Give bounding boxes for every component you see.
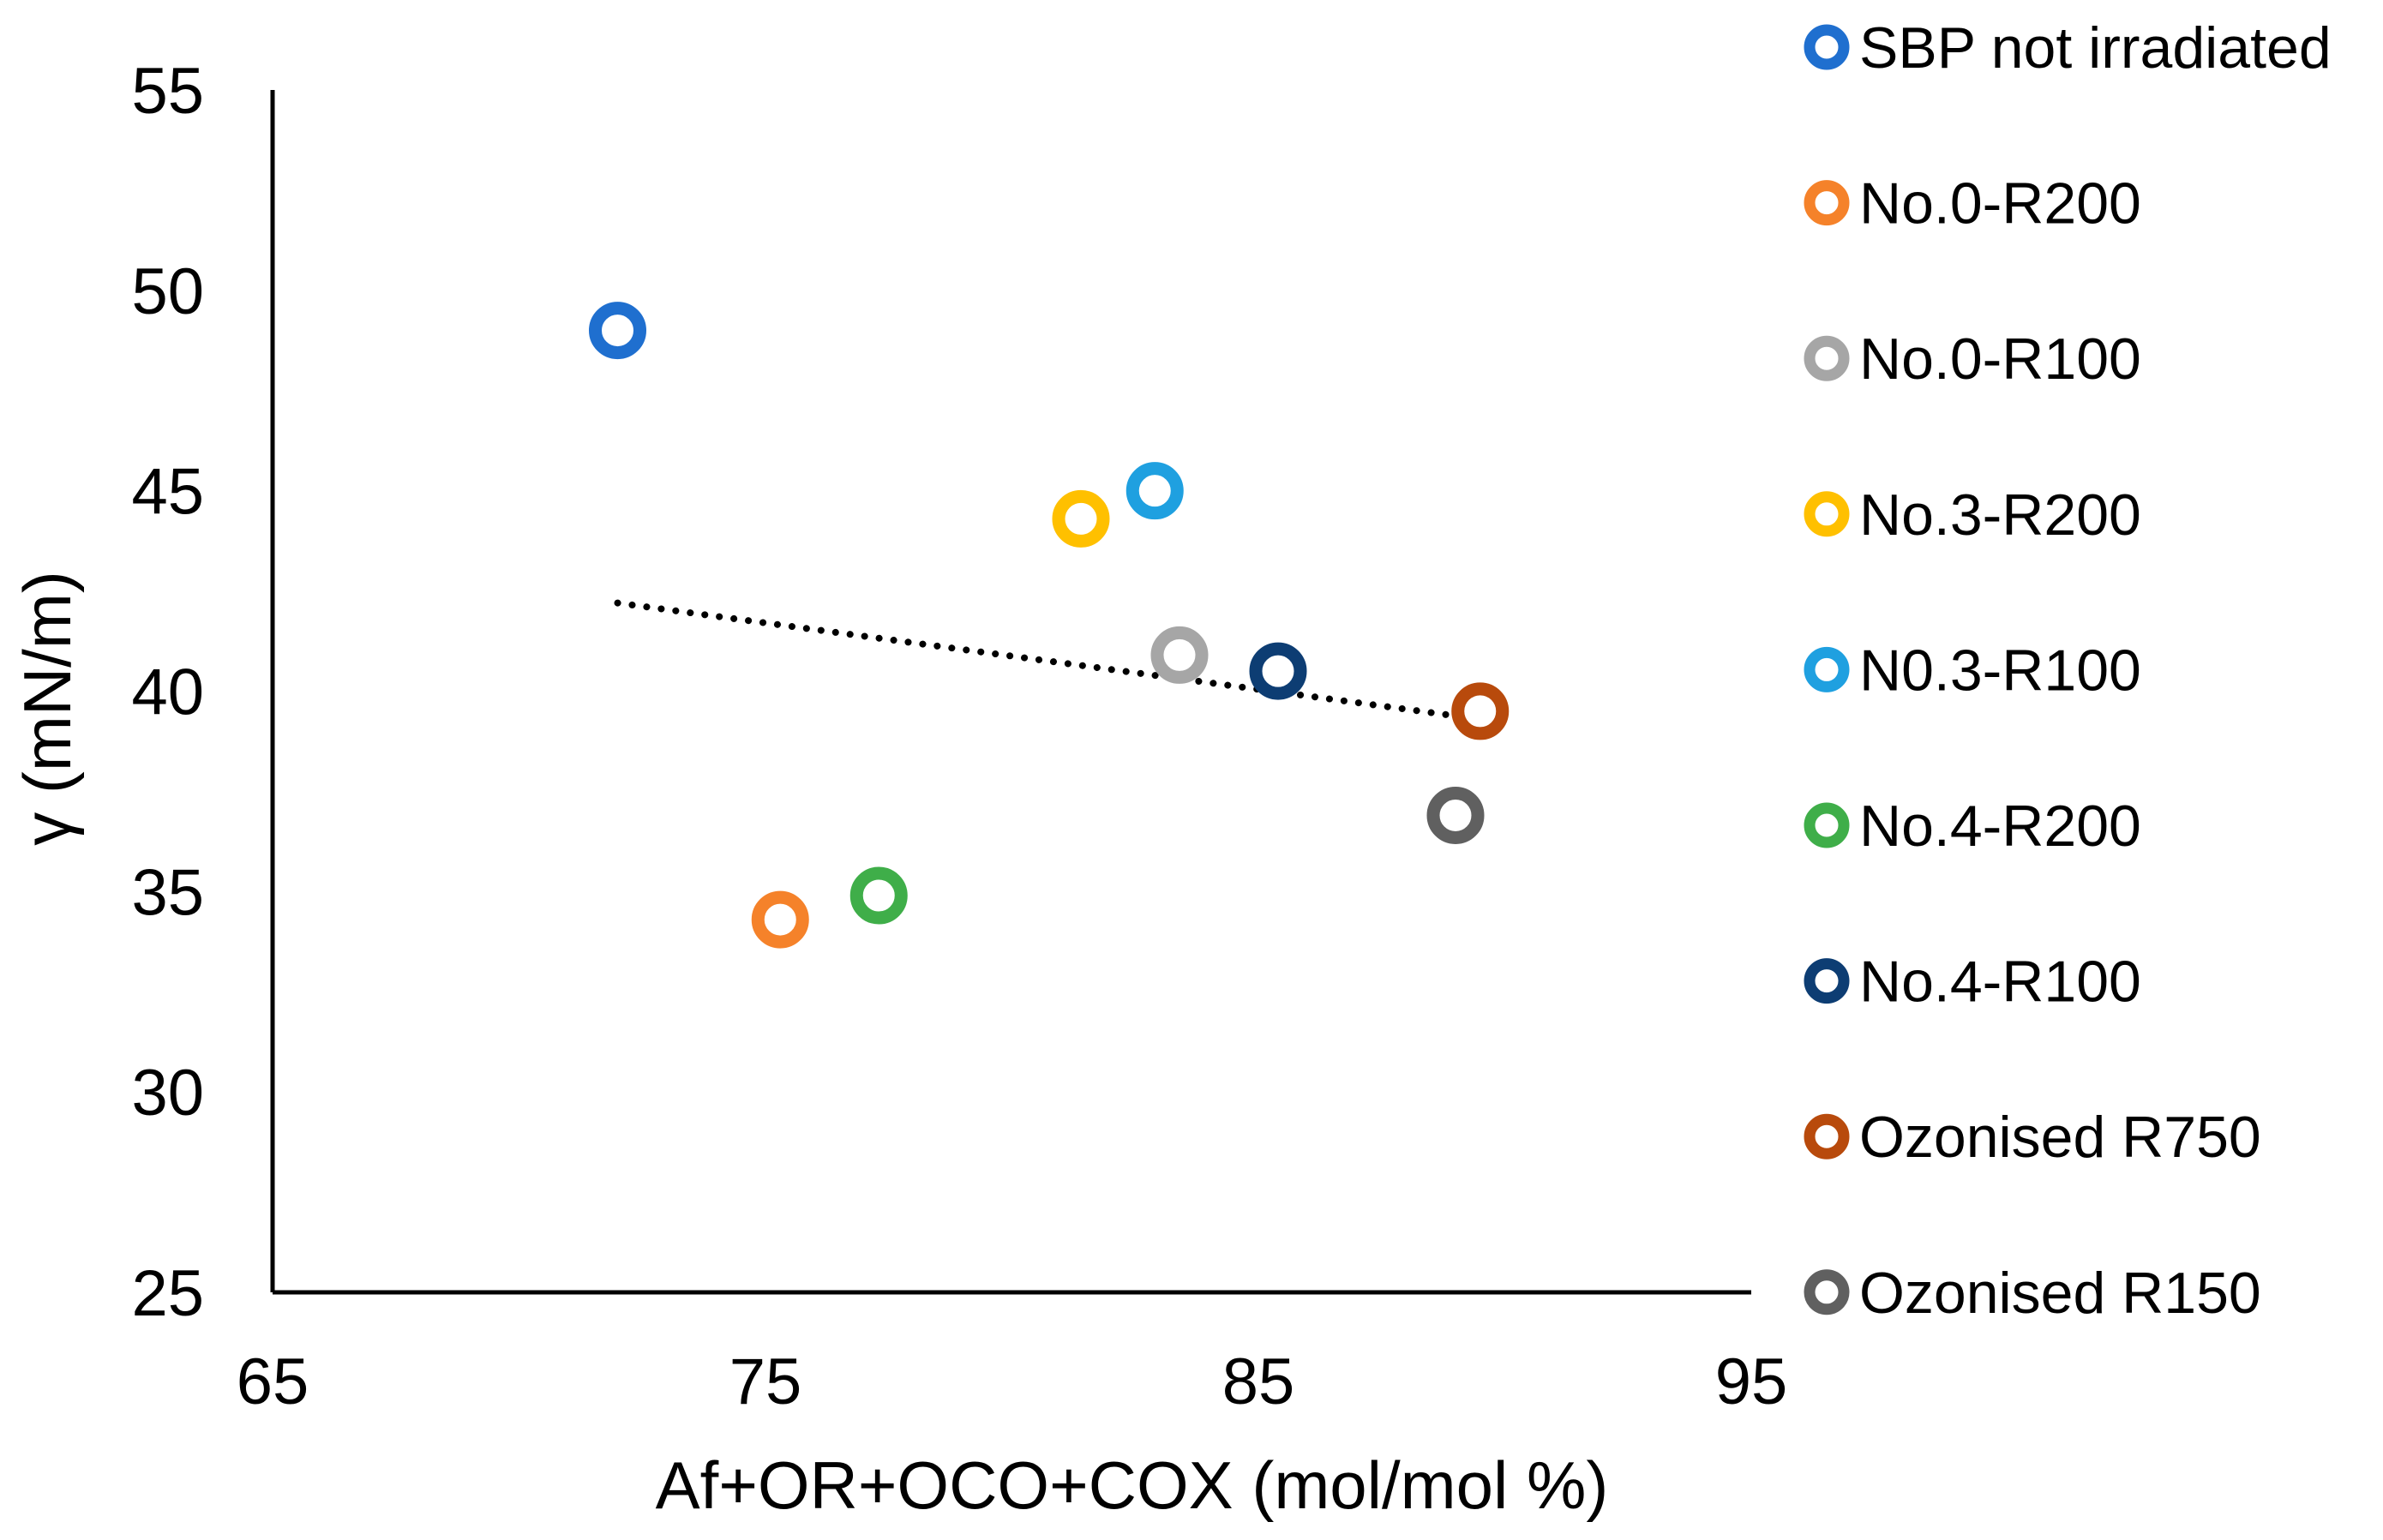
data-point xyxy=(1150,626,1209,684)
legend-label: No.4-R100 xyxy=(1859,950,2141,1015)
data-point xyxy=(849,866,908,925)
legend: SBP not irradiated No.0-R200 No.0-R100 No.3… xyxy=(1804,15,2332,1326)
legend-label: N0.3-R100 xyxy=(1859,638,2141,703)
trendline-layer xyxy=(614,599,1484,723)
x-tick-label: 85 xyxy=(1222,1345,1295,1418)
legend-label: No.0-R100 xyxy=(1859,327,2141,392)
legend-label: No.3-R200 xyxy=(1859,482,2141,548)
data-point xyxy=(589,302,646,360)
axes-layer xyxy=(270,90,1751,1295)
legend-label: Ozonised R150 xyxy=(1859,1261,2261,1326)
y-tick-label: 55 xyxy=(131,55,204,128)
legend-marker xyxy=(1804,802,1850,848)
y-tick-label: 30 xyxy=(131,1057,204,1130)
data-point xyxy=(751,890,809,949)
y-tick-label: 40 xyxy=(131,656,204,729)
y-tick-label: 35 xyxy=(131,856,204,929)
legend-marker xyxy=(1804,491,1850,537)
tick-labels-layer: 25 30 35 40 45 50 55 65 75 85 95 xyxy=(131,55,1787,1418)
y-tick-label: 25 xyxy=(131,1257,204,1330)
data-points-layer xyxy=(589,302,1510,949)
legend-label: SBP not irradiated xyxy=(1859,15,2332,81)
legend-marker xyxy=(1804,180,1850,226)
legend-label: Ozonised R750 xyxy=(1859,1105,2261,1170)
legend-marker xyxy=(1804,335,1850,381)
data-point xyxy=(1451,682,1510,740)
legend-marker xyxy=(1804,646,1850,692)
legend-marker xyxy=(1804,24,1850,70)
y-tick-label: 45 xyxy=(131,456,204,529)
trendline xyxy=(614,599,1484,723)
y-axis-title: γ (mN/m) xyxy=(9,571,85,846)
y-tick-label: 50 xyxy=(131,255,204,328)
data-point xyxy=(1249,642,1307,700)
x-axis-title: Af+OR+OCO+COX (mol/mol %) xyxy=(656,1447,1609,1523)
legend-label: No.0-R200 xyxy=(1859,171,2141,237)
x-tick-label: 95 xyxy=(1715,1345,1788,1418)
legend-marker xyxy=(1804,958,1850,1004)
legend-label: No.4-R200 xyxy=(1859,794,2141,859)
x-tick-label: 75 xyxy=(729,1345,802,1418)
data-point xyxy=(1426,786,1485,844)
data-point xyxy=(1052,489,1110,548)
x-tick-label: 65 xyxy=(237,1345,309,1418)
legend-marker xyxy=(1804,1113,1850,1159)
legend-marker xyxy=(1804,1269,1850,1315)
data-point xyxy=(1125,462,1184,520)
